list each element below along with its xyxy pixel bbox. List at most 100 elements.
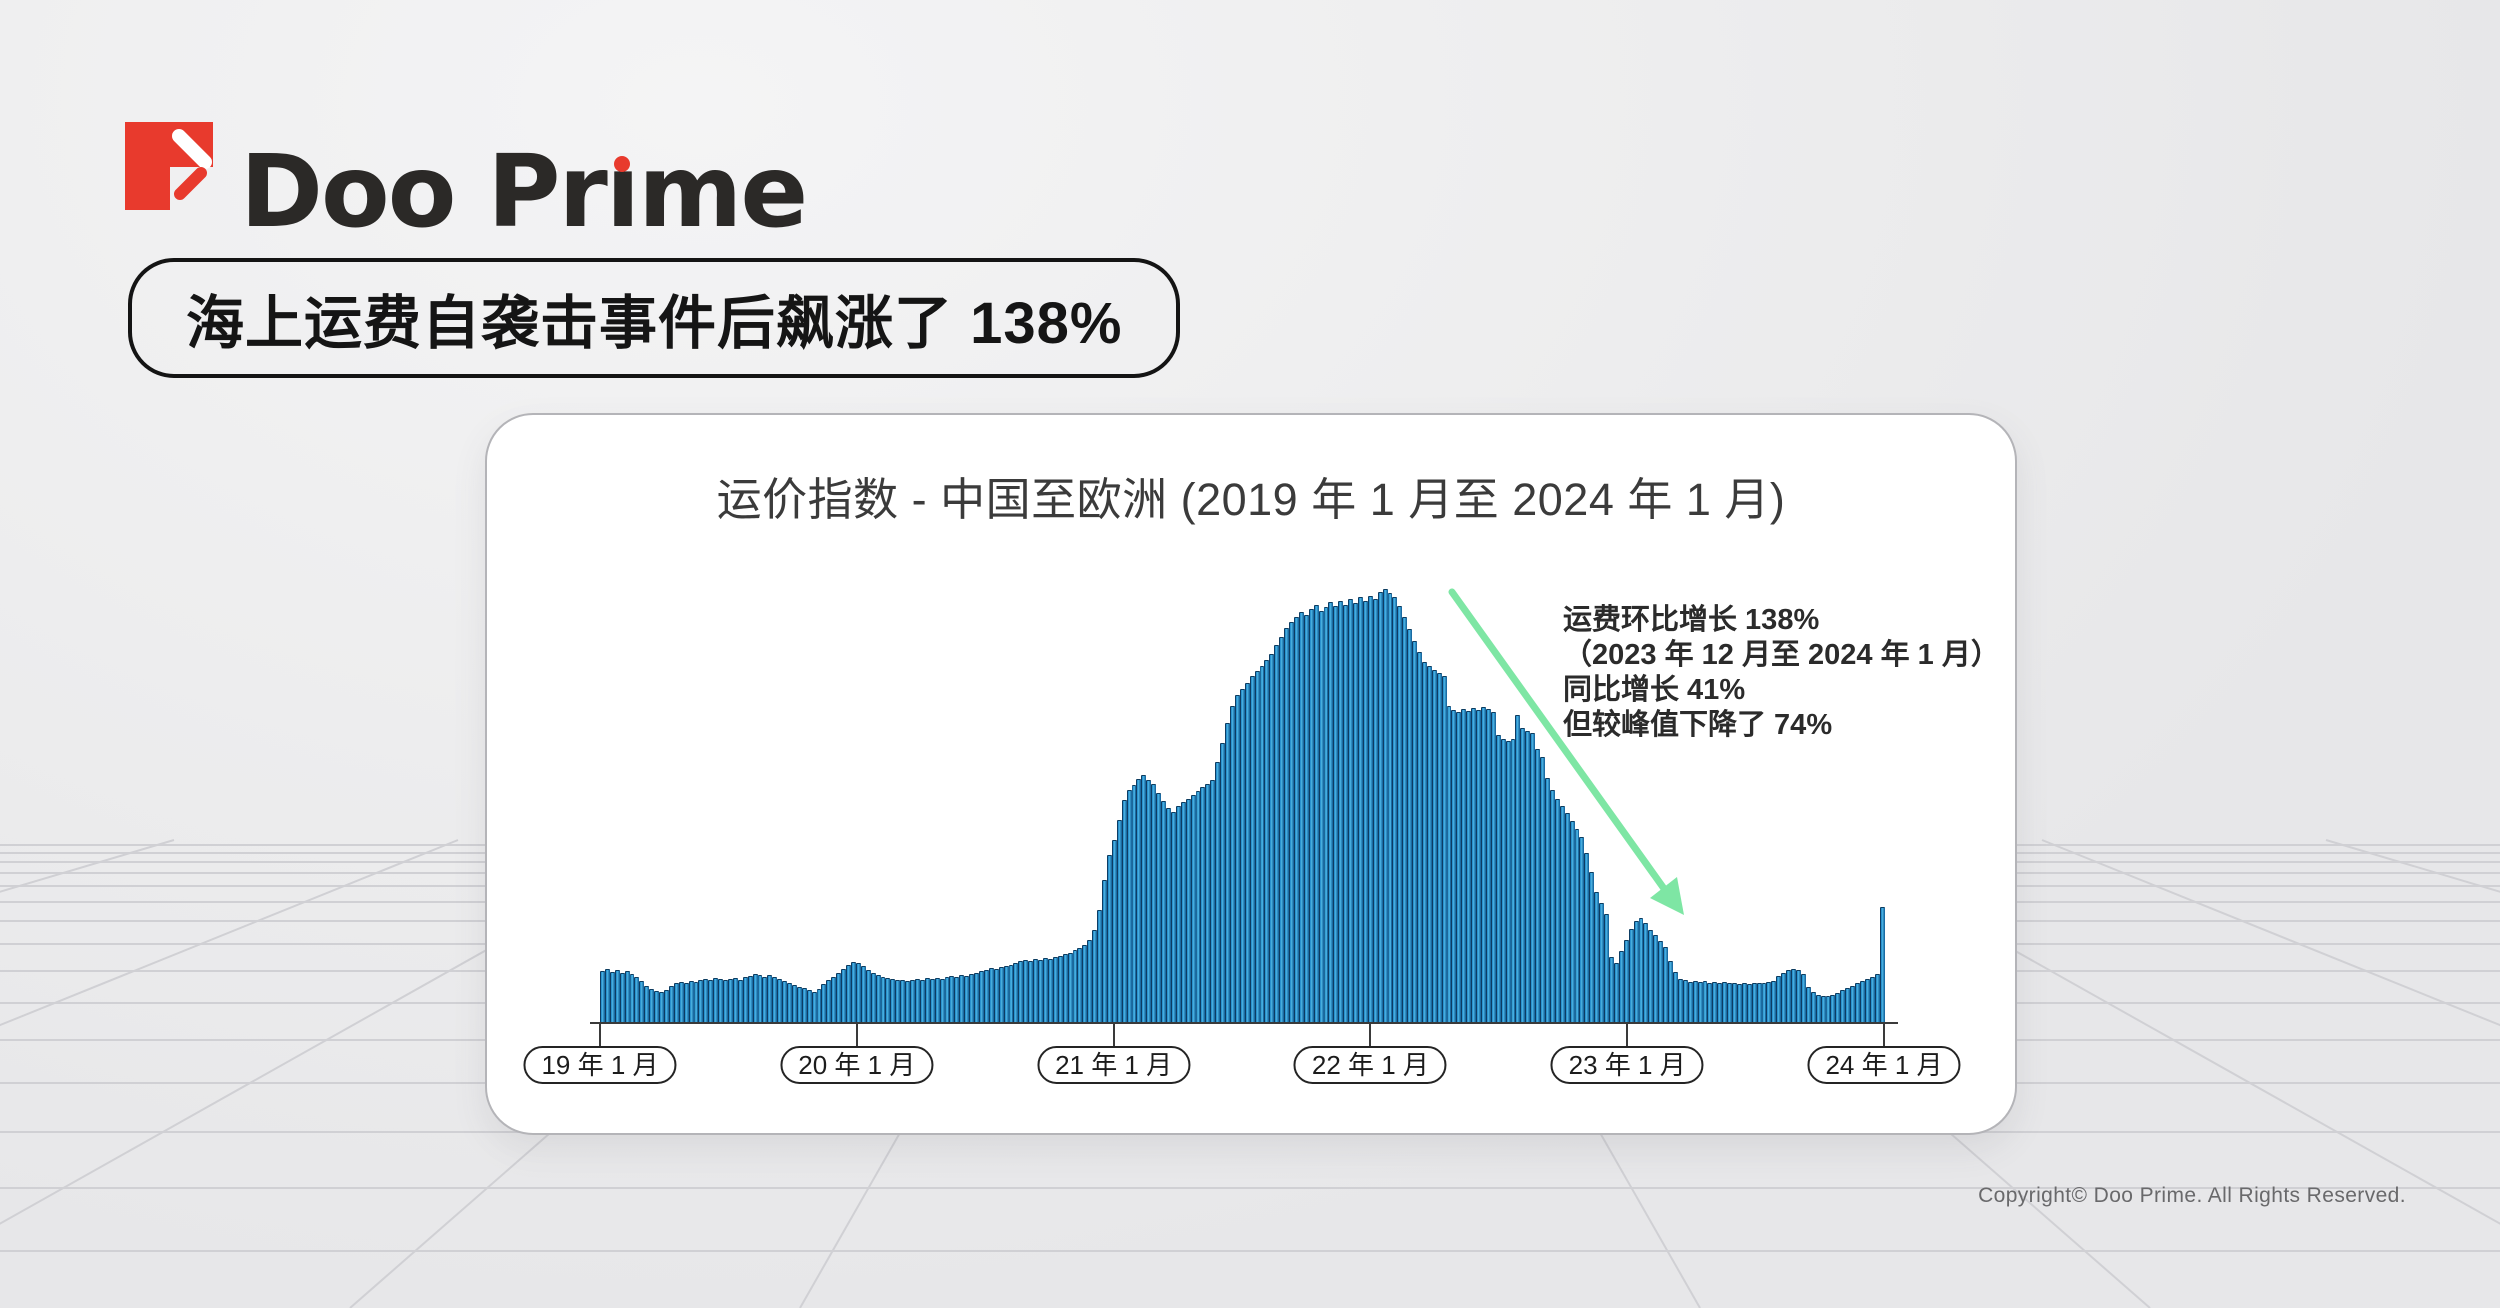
bar	[1796, 970, 1801, 1022]
x-axis-tick	[599, 1024, 601, 1048]
bar	[1515, 715, 1521, 1022]
bar	[1269, 653, 1275, 1022]
bar	[678, 981, 684, 1022]
bar	[1151, 784, 1157, 1022]
bar	[1013, 963, 1019, 1022]
bar	[1461, 708, 1467, 1022]
decline-arrow-icon	[1448, 588, 1684, 915]
x-axis-tick	[1626, 1024, 1629, 1048]
bar	[1677, 978, 1683, 1022]
bar	[1225, 723, 1230, 1022]
bar	[1845, 987, 1851, 1022]
bar	[727, 979, 733, 1022]
bar	[1047, 959, 1053, 1022]
bar	[1736, 983, 1742, 1022]
bar	[1554, 799, 1560, 1022]
bar	[895, 980, 901, 1022]
bar	[1111, 840, 1117, 1022]
bar	[1033, 959, 1039, 1022]
bar	[787, 983, 792, 1022]
bar	[629, 974, 635, 1022]
bar	[1441, 675, 1447, 1022]
bar	[1436, 673, 1442, 1022]
annotation-line: 同比增长 41%	[1563, 674, 1746, 706]
freight-index-bars	[600, 589, 1885, 1022]
bar	[1495, 734, 1501, 1022]
bar	[1761, 983, 1767, 1022]
bar	[1653, 935, 1659, 1022]
bar	[1028, 960, 1034, 1022]
doo-prime-logo-icon	[125, 122, 213, 210]
bar	[983, 970, 989, 1022]
bar	[1869, 976, 1875, 1022]
bar	[924, 978, 930, 1022]
bar	[1446, 706, 1452, 1022]
bar	[851, 961, 856, 1022]
logo-wordmark: Doo Prı me	[240, 133, 808, 250]
bar	[1166, 808, 1171, 1022]
bar	[619, 973, 625, 1022]
bar	[1348, 598, 1354, 1022]
bar	[1102, 879, 1107, 1022]
bar	[1618, 950, 1624, 1022]
bar	[934, 977, 940, 1022]
bar	[1810, 992, 1816, 1022]
bar	[1239, 688, 1245, 1022]
bar	[791, 984, 797, 1022]
bar	[1303, 615, 1309, 1022]
bar	[1087, 940, 1093, 1022]
bar	[1820, 996, 1826, 1022]
bar	[1490, 711, 1496, 1022]
bar	[1092, 930, 1098, 1022]
headline-pill: 海上运费自袭击事件后飙涨了 138%	[128, 258, 1181, 378]
axis-label-pill: 20 年 1 月	[780, 1046, 934, 1084]
bar	[949, 975, 955, 1022]
bar	[1530, 733, 1536, 1022]
x-axis-ticks	[599, 1024, 1885, 1050]
bar	[1648, 930, 1654, 1022]
bar	[1746, 983, 1752, 1022]
bar	[1234, 695, 1240, 1022]
bar	[723, 980, 728, 1022]
bar	[1613, 963, 1619, 1022]
bar	[885, 978, 891, 1022]
axis-label-pill: 21 年 1 月	[1037, 1046, 1191, 1084]
bar	[1274, 645, 1280, 1022]
bar	[1874, 973, 1880, 1022]
bar	[1771, 981, 1777, 1022]
bar	[742, 977, 748, 1022]
bar	[1520, 727, 1526, 1022]
bar	[772, 977, 778, 1022]
bar	[624, 971, 630, 1022]
bar	[1195, 791, 1201, 1022]
bar	[668, 986, 674, 1022]
bar	[1549, 789, 1555, 1022]
bar	[1702, 981, 1708, 1022]
bar	[757, 974, 763, 1022]
bar	[1259, 665, 1265, 1022]
bar	[1038, 960, 1043, 1022]
bar	[811, 992, 817, 1022]
bar	[959, 974, 965, 1022]
bar	[1687, 981, 1693, 1022]
bar	[1751, 983, 1757, 1022]
bar	[1579, 837, 1585, 1022]
axis-label-pill: 19 年 1 月	[523, 1046, 677, 1084]
bar	[1756, 982, 1762, 1022]
bar	[1643, 923, 1649, 1022]
bar	[644, 985, 650, 1022]
bar	[939, 978, 945, 1022]
bar	[1170, 811, 1176, 1022]
bar	[1840, 989, 1846, 1022]
bar	[1850, 985, 1856, 1022]
bar	[1018, 961, 1024, 1022]
logo-letter-i: ı	[605, 133, 640, 250]
bar	[1382, 589, 1388, 1022]
bar	[1289, 621, 1294, 1022]
bar	[1298, 611, 1304, 1022]
logo-text-part1: Doo Pr	[240, 133, 608, 250]
bar	[1353, 602, 1358, 1022]
bar	[875, 975, 881, 1022]
bar	[1722, 982, 1728, 1022]
bar	[1741, 983, 1747, 1022]
